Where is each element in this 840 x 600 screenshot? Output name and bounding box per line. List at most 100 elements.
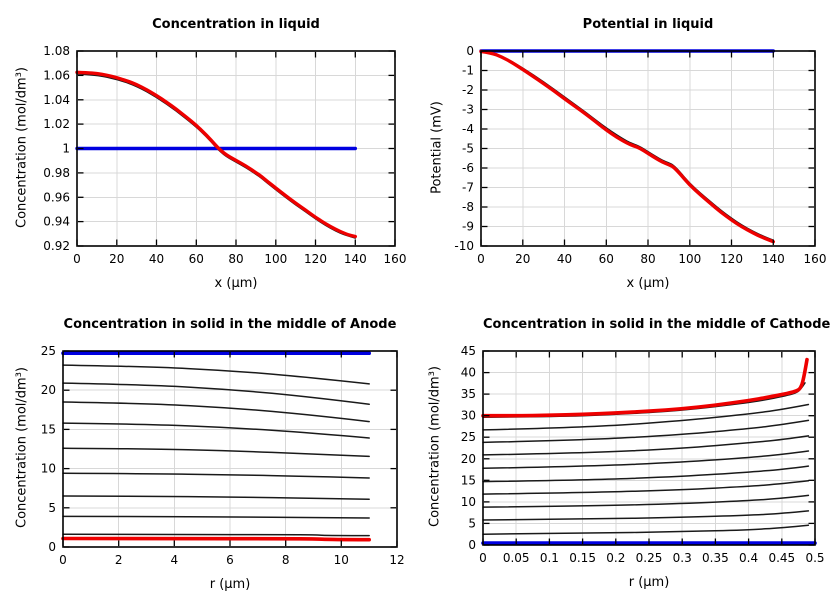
y-tick-label: -5 xyxy=(462,142,474,156)
x-tick-label: 40 xyxy=(149,252,164,266)
chart-liquid-potential: Potential in liquid Potential (mV) 0 20 40… xyxy=(420,0,840,300)
time-profile-8 xyxy=(62,515,370,519)
x-axis-label: r (µm) xyxy=(209,577,251,592)
x-tick-label: 2 xyxy=(115,553,123,567)
y-tick-label: 0.92 xyxy=(43,239,70,253)
time-profile-4 xyxy=(62,422,370,439)
x-tick-label: 0.35 xyxy=(702,551,729,565)
x-tick-label: 0.25 xyxy=(636,551,663,565)
time-profile-5 xyxy=(62,447,370,458)
chart-title: Concentration in solid in the middle of … xyxy=(63,317,397,332)
x-tick-label: 0 xyxy=(479,551,487,565)
x-tick-label: 0.15 xyxy=(569,551,596,565)
y-tick-label: 5 xyxy=(48,501,56,515)
y-tick-label: 25 xyxy=(461,430,476,444)
x-tick-label: 20 xyxy=(515,252,530,266)
x-tick-label: 8 xyxy=(282,553,290,567)
chart-title: Potential in liquid xyxy=(582,17,714,32)
y-tick-label: 0.94 xyxy=(43,215,70,229)
plot-frame xyxy=(62,350,398,548)
time-profile-6 xyxy=(482,465,810,483)
y-tick-label: 1 xyxy=(62,142,70,156)
solution-curve-red xyxy=(75,70,357,239)
y-tick-label: 40 xyxy=(461,366,476,380)
time-profile-10 xyxy=(482,524,810,535)
x-tick-label: 12 xyxy=(389,553,404,567)
y-tick-label: 25 xyxy=(41,344,56,358)
y-tick-label: -1 xyxy=(462,64,474,78)
x-tick-label: 160 xyxy=(384,252,407,266)
time-profile-6 xyxy=(62,472,370,479)
y-tick-label: -2 xyxy=(462,83,474,97)
x-tick-label: 4 xyxy=(170,553,178,567)
y-tick-label: 1.02 xyxy=(43,117,70,131)
x-tick-label: 0 xyxy=(59,553,67,567)
x-axis-label: r (µm) xyxy=(628,575,670,590)
x-tick-label: 40 xyxy=(557,252,572,266)
y-tick-label: 5 xyxy=(468,516,476,530)
y-tick-label: 35 xyxy=(461,387,476,401)
time-profile-3 xyxy=(482,419,810,444)
x-tick-label: 0 xyxy=(73,252,81,266)
x-axis-label: x (µm) xyxy=(626,276,670,291)
y-tick-label: -8 xyxy=(462,200,474,214)
chart-anode-solid-concentration: Concentration in solid in the middle of … xyxy=(0,300,420,600)
time-profile-7 xyxy=(62,495,370,500)
x-tick-label: 10 xyxy=(334,553,349,567)
x-tick-label: 20 xyxy=(109,252,124,266)
x-tick-label: 0.5 xyxy=(805,551,824,565)
x-tick-label: 100 xyxy=(264,252,287,266)
plot-canvas: 0 20 40 60 80 100 120 140 160 0 -1 -2 -3 -4 -5 -6 -7 -8 -9… xyxy=(454,44,827,266)
x-axis-label: x (µm) xyxy=(214,276,258,291)
y-tick-label: 15 xyxy=(461,473,476,487)
y-tick-label: 0.96 xyxy=(43,190,70,204)
chart-liquid-concentration: Concentration in liquid Concentration (m… xyxy=(0,0,420,300)
y-tick-label: -4 xyxy=(462,122,474,136)
x-tick-label: 140 xyxy=(762,252,785,266)
x-tick-label: 0.1 xyxy=(540,551,559,565)
solution-curve-red xyxy=(479,49,775,244)
time-profile-8 xyxy=(482,494,810,508)
x-tick-label: 0.45 xyxy=(768,551,795,565)
chart-title: Concentration in liquid xyxy=(152,17,320,32)
time-profile-1 xyxy=(62,364,370,385)
y-tick-label: 15 xyxy=(41,422,56,436)
plot-canvas: 0 20 40 60 80 100 120 140 160 0.92 0.94 0.96 0.98 1 1.… xyxy=(43,44,407,266)
plot-frame xyxy=(480,50,816,247)
reference-curve-black xyxy=(76,73,357,239)
plot-frame xyxy=(76,50,396,247)
x-tick-label: 0.4 xyxy=(739,551,758,565)
x-tick-label: 0.05 xyxy=(503,551,530,565)
y-tick-label: 0.98 xyxy=(43,166,70,180)
plot-canvas: 0 0.05 0.1 0.15 0.2 0.25 0.3 0.35 0.4 0.45 0.5 0 5 10… xyxy=(461,344,825,565)
y-tick-label: 20 xyxy=(41,383,56,397)
x-tick-label: 120 xyxy=(720,252,743,266)
reference-curve-black xyxy=(480,50,775,241)
y-tick-label: 30 xyxy=(461,409,476,423)
plot-frame xyxy=(482,350,816,546)
chart-cathode-solid-concentration: Concentration in solid in the middle of … xyxy=(420,300,840,600)
x-tick-label: 6 xyxy=(226,553,234,567)
x-tick-label: 60 xyxy=(599,252,614,266)
x-tick-label: 60 xyxy=(189,252,204,266)
y-tick-label: 10 xyxy=(41,462,56,476)
x-tick-label: 0.3 xyxy=(673,551,692,565)
final-profile-red xyxy=(481,357,809,418)
y-tick-label: -10 xyxy=(454,239,474,253)
y-tick-label: 0 xyxy=(468,538,476,552)
x-tick-label: 120 xyxy=(304,252,327,266)
initial-profile-red xyxy=(61,536,371,542)
y-tick-label: 10 xyxy=(461,495,476,509)
x-tick-label: 0.2 xyxy=(606,551,625,565)
y-tick-label: 0 xyxy=(48,540,56,554)
time-profile-5 xyxy=(482,450,810,470)
x-tick-label: 160 xyxy=(804,252,827,266)
x-tick-label: 140 xyxy=(344,252,367,266)
time-profile-2 xyxy=(482,403,810,431)
time-profile-2 xyxy=(62,382,370,406)
y-tick-label: 1.08 xyxy=(43,44,70,58)
x-tick-label: 100 xyxy=(678,252,701,266)
y-tick-label: -6 xyxy=(462,161,474,175)
y-tick-label: -7 xyxy=(462,181,474,195)
